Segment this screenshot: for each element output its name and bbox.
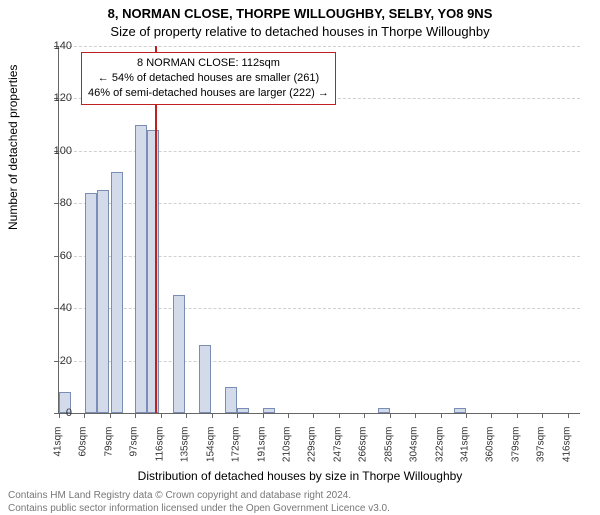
x-tick xyxy=(491,413,492,418)
x-tick-label: 416sqm xyxy=(561,427,572,487)
x-tick xyxy=(415,413,416,418)
annotation-box: 8 NORMAN CLOSE: 112sqm ← 54% of detached… xyxy=(81,52,336,105)
x-tick-label: 41sqm xyxy=(53,427,64,487)
x-tick xyxy=(263,413,264,418)
x-tick-label: 172sqm xyxy=(231,427,242,487)
x-tick-label: 116sqm xyxy=(154,427,165,487)
chart-subtitle: Size of property relative to detached ho… xyxy=(0,24,600,39)
histogram-bar xyxy=(147,130,159,413)
footer-line: Contains public sector information licen… xyxy=(8,502,390,515)
histogram-bar xyxy=(85,193,97,413)
histogram-bar xyxy=(173,295,185,413)
y-tick-label: 0 xyxy=(32,407,72,419)
x-tick-label: 247sqm xyxy=(332,427,343,487)
annotation-line: 8 NORMAN CLOSE: 112sqm xyxy=(88,56,329,71)
x-tick xyxy=(466,413,467,418)
x-tick-label: 379sqm xyxy=(510,427,521,487)
x-tick xyxy=(186,413,187,418)
x-tick xyxy=(161,413,162,418)
chart-title-address: 8, NORMAN CLOSE, THORPE WILLOUGHBY, SELB… xyxy=(0,6,600,21)
annotation-line: ← 54% of detached houses are smaller (26… xyxy=(88,71,329,86)
x-tick xyxy=(288,413,289,418)
histogram-bar xyxy=(111,172,123,413)
x-tick-label: 285sqm xyxy=(383,427,394,487)
x-tick-label: 60sqm xyxy=(78,427,89,487)
x-tick-label: 304sqm xyxy=(409,427,420,487)
x-tick xyxy=(364,413,365,418)
annotation-line: 46% of semi-detached houses are larger (… xyxy=(88,86,329,101)
x-tick-label: 191sqm xyxy=(256,427,267,487)
x-tick xyxy=(390,413,391,418)
gridline xyxy=(59,46,580,47)
x-tick xyxy=(110,413,111,418)
histogram-bar xyxy=(135,125,147,413)
chart-container: 8, NORMAN CLOSE, THORPE WILLOUGHBY, SELB… xyxy=(0,0,600,500)
y-tick-label: 20 xyxy=(32,355,72,367)
x-tick-label: 229sqm xyxy=(307,427,318,487)
plot-area: 8 NORMAN CLOSE: 112sqm ← 54% of detached… xyxy=(58,46,580,414)
x-tick-label: 210sqm xyxy=(281,427,292,487)
x-tick xyxy=(237,413,238,418)
y-axis-title: Number of detached properties xyxy=(6,65,20,230)
x-tick-label: 397sqm xyxy=(536,427,547,487)
histogram-bar xyxy=(97,190,109,413)
y-tick-label: 40 xyxy=(32,302,72,314)
x-tick-label: 341sqm xyxy=(460,427,471,487)
x-tick-label: 79sqm xyxy=(103,427,114,487)
x-tick-label: 322sqm xyxy=(434,427,445,487)
histogram-bar xyxy=(378,408,390,413)
x-tick-label: 360sqm xyxy=(485,427,496,487)
x-tick-label: 135sqm xyxy=(180,427,191,487)
x-tick-label: 97sqm xyxy=(129,427,140,487)
y-tick-label: 80 xyxy=(32,197,72,209)
histogram-bar xyxy=(199,345,211,413)
histogram-bar xyxy=(237,408,249,413)
y-tick-label: 60 xyxy=(32,250,72,262)
x-tick xyxy=(84,413,85,418)
histogram-bar xyxy=(454,408,466,413)
y-tick-label: 120 xyxy=(32,92,72,104)
x-tick-label: 266sqm xyxy=(358,427,369,487)
footer-attribution: Contains HM Land Registry data © Crown c… xyxy=(8,489,390,515)
footer-line: Contains HM Land Registry data © Crown c… xyxy=(8,489,390,502)
histogram-bar xyxy=(225,387,237,413)
x-tick xyxy=(135,413,136,418)
x-tick xyxy=(339,413,340,418)
x-tick xyxy=(568,413,569,418)
x-tick xyxy=(542,413,543,418)
x-tick xyxy=(212,413,213,418)
y-tick-label: 100 xyxy=(32,145,72,157)
x-tick xyxy=(313,413,314,418)
x-tick xyxy=(441,413,442,418)
y-tick-label: 140 xyxy=(32,40,72,52)
x-tick xyxy=(517,413,518,418)
x-tick-label: 154sqm xyxy=(205,427,216,487)
histogram-bar xyxy=(263,408,275,413)
